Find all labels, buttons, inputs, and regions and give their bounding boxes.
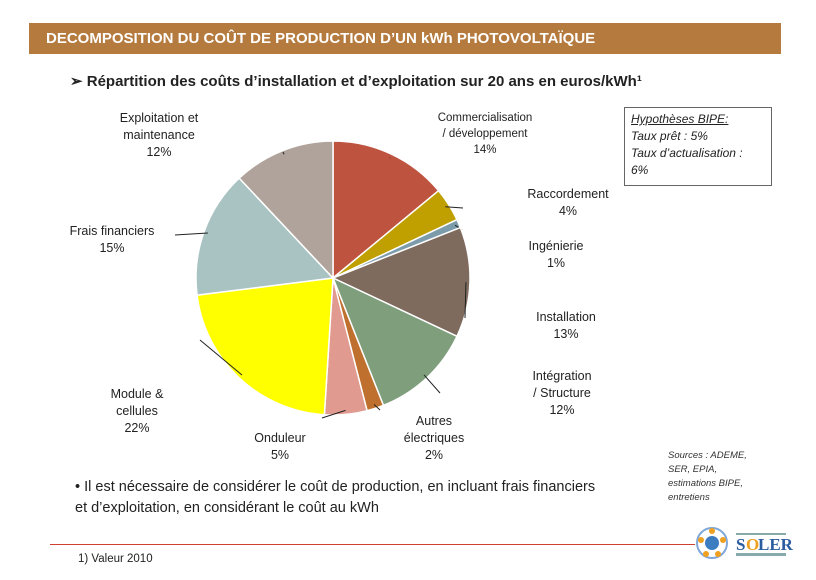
slice-name: Autres (415, 414, 453, 428)
footnote: 1) Valeur 2010 (78, 553, 153, 565)
slice-label: Autres électriques 2% (364, 413, 504, 464)
sources-line: Sources : ADEME, (668, 450, 747, 461)
slice-name: Frais financiers (69, 224, 155, 238)
slice-name: cellules (116, 404, 158, 418)
slice-name: Module & (110, 387, 164, 401)
pie-slice (195, 177, 335, 297)
leader-line (445, 206, 464, 209)
slice-name: Ingénierie (528, 239, 584, 253)
slice-name: maintenance (123, 128, 195, 142)
slice-label: Frais financiers 15% (42, 223, 182, 257)
hypotheses-line: Taux d’actualisation : (631, 146, 743, 160)
slice-label: Exploitation et maintenance 12% (89, 110, 229, 161)
slice-value: 4% (558, 204, 578, 218)
leader-line (464, 282, 467, 319)
hypotheses-title: Hypothèses BIPE: (631, 112, 729, 126)
leader-line (321, 409, 346, 419)
leader-line (282, 151, 285, 155)
slice-name: Intégration (532, 369, 592, 383)
slice-name: Exploitation et (119, 111, 199, 125)
slide-title: DECOMPOSITION DU COÛT DE PRODUCTION D’UN… (29, 23, 781, 54)
slice-label: Commercialisation / développement 14% (415, 110, 555, 158)
slice-name: Raccordement (527, 187, 609, 201)
chart-subtitle: ➢ Répartition des coûts d’installation e… (70, 73, 642, 90)
slice-value: 5% (270, 448, 290, 462)
slice-value: 22% (124, 421, 150, 435)
slice-label: Module & cellules 22% (67, 386, 207, 437)
hypotheses-line: Taux prêt : 5% (631, 129, 708, 143)
slice-value: 15% (99, 241, 125, 255)
pie-slice (238, 140, 334, 280)
bullet-text: • Il est nécessaire de considérer le coû… (75, 479, 596, 516)
leader-line (373, 404, 381, 411)
slice-value: 1% (546, 256, 566, 270)
slice-value: 13% (553, 327, 579, 341)
sources-line: estimations BIPE, (668, 478, 743, 489)
slice-value: 12% (549, 403, 575, 417)
leader-line (199, 339, 243, 376)
slice-label: Raccordement 4% (498, 186, 638, 220)
slice-label: Onduleur 5% (210, 430, 350, 464)
hypotheses-line: 6% (631, 163, 649, 177)
leader-line (423, 374, 441, 394)
slice-name: Installation (536, 310, 596, 324)
slice-name: / Structure (533, 386, 591, 400)
sources-line: entretiens (668, 492, 710, 503)
pie-slice (331, 226, 471, 338)
sources-line: SER, EPIA, (668, 464, 718, 475)
slice-name: Commercialisation (437, 112, 533, 124)
slice-value: 12% (146, 145, 172, 159)
slice-label: Installation 13% (496, 309, 636, 343)
slice-name: Onduleur (254, 431, 306, 445)
footer-divider (50, 544, 695, 545)
hypotheses-box: Hypothèses BIPE: Taux prêt : 5% Taux d’a… (624, 107, 772, 186)
pie-slice (332, 140, 440, 280)
slice-name: électriques (403, 431, 465, 445)
leader-line (174, 232, 208, 236)
slice-name: / développement (442, 128, 528, 140)
slice-value: 14% (473, 144, 497, 156)
slice-label: Ingénierie 1% (486, 238, 626, 272)
slice-label: Intégration / Structure 12% (492, 368, 632, 419)
pie-slice (196, 277, 334, 416)
slice-value: 2% (424, 448, 444, 462)
sources-note: Sources : ADEME, SER, EPIA, estimations … (668, 449, 747, 505)
